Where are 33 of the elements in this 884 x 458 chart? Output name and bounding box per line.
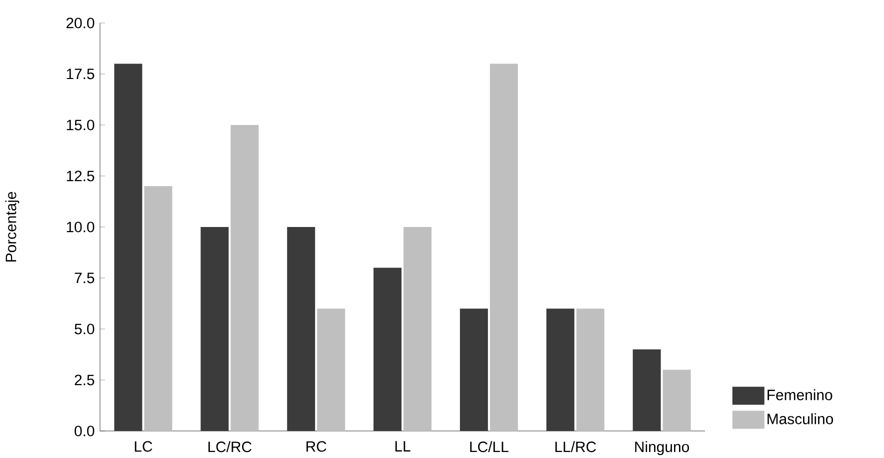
bar — [317, 308, 346, 431]
x-tick-label: RC — [306, 441, 326, 452]
y-tick-label: 7.5 — [74, 272, 94, 284]
y-tick-label: 0.0 — [74, 426, 94, 436]
legend-label: Masculino — [768, 413, 834, 424]
y-tick-label: 20.0 — [66, 18, 94, 28]
bar — [374, 268, 402, 431]
bar — [404, 226, 432, 431]
y-tick-label: 17.5 — [66, 68, 94, 80]
x-tick-label: Ninguno — [635, 441, 689, 456]
bar — [200, 226, 229, 431]
legend-label: Femenino — [768, 389, 832, 400]
y-axis-title: Porcentaje — [5, 192, 20, 262]
bar — [546, 308, 574, 431]
bar — [230, 124, 259, 431]
y-tick-label: 10.0 — [66, 222, 94, 232]
y-tick-label: 12.5 — [66, 170, 94, 182]
x-tick-label: LL/RC — [555, 441, 596, 452]
bar — [460, 308, 488, 431]
y-tick-label: 2.5 — [74, 374, 94, 386]
bar — [632, 349, 661, 431]
x-tick-label: LC/RC — [208, 441, 252, 452]
x-tick-label: LC — [134, 441, 152, 452]
bar — [114, 64, 142, 431]
bar — [662, 370, 691, 431]
x-tick-label: LL — [395, 441, 410, 452]
bar — [576, 308, 604, 431]
y-tick-label: 15.0 — [66, 120, 94, 130]
bar — [490, 64, 518, 431]
bar — [287, 226, 316, 431]
y-tick-label: 5.0 — [74, 324, 94, 334]
x-tick-label: LC/LL — [470, 441, 508, 452]
bar — [144, 186, 172, 431]
